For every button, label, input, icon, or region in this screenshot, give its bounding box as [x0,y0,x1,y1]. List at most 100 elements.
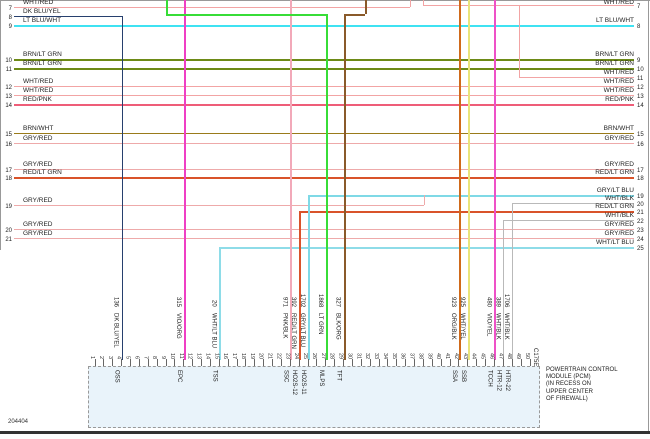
wire-row-gry-red [14,169,634,171]
wire-label-left: LT BLU/WHT [23,17,62,24]
pin-number-right: 23 [637,228,644,234]
wire-color-code: ORG/BLK [449,313,456,340]
connector-pin-tick [174,359,176,366]
connector-pin-number: 1 [89,355,95,359]
wire-label-right: WHT/RED [603,78,634,85]
pin-number-right: 15 [637,132,644,138]
pin-signal-label: HO2S-12 [291,370,298,396]
connector-pin-number: 4 [115,355,122,359]
wire-color-code: WHT/BLK [503,313,510,340]
wire-segment-wht-red [410,0,412,7]
connector-pin-tick [94,359,96,366]
pin-signal-label: EPC [175,370,182,383]
pin-number-right: 18 [637,176,644,182]
wire-label-left: BRN/LT GRN [23,51,62,58]
connector-pin-tick [325,359,327,366]
connector-pin-number: 48 [506,352,513,359]
connector-pin-number: 10 [168,352,175,359]
pin-number-left: 18 [5,176,12,182]
pin-number-right: 24 [637,237,644,243]
wire-segment-wht-yel [468,0,470,360]
wire-label-left: WHT/RED [23,87,54,94]
connector-pin-number: 31 [355,352,362,359]
wire-color-code: WHT/YEL [458,313,465,340]
pin-number-right: 19 [637,194,644,200]
connector-pin-tick [218,359,220,366]
pin-number-right: 7 [637,4,641,10]
connector-pin-tick [130,359,131,366]
connector-pin-tick [511,359,513,366]
connector-pin-tick [272,359,274,366]
connector-pin-number: 6 [133,355,140,359]
connector-pin-tick [396,359,398,366]
connector-pin-tick [192,359,194,366]
connector-pin-number: 43 [461,352,468,359]
connector-pin-number: 18 [239,352,246,359]
wire-label-left: GRY/RED [23,221,53,228]
connector-pin-number: 29 [337,352,344,359]
wire-row-brn-lt-grn [14,59,634,61]
pcm-module-note: POWERTRAIN CONTROL MODULE (PCM) (IN RECESS… [546,367,646,403]
wire-row-wht-red [423,5,634,7]
connector-pin-number: 15 [213,352,220,359]
connector-pin-number: 5 [124,355,131,359]
connector-pin-number: 35 [390,352,397,359]
wire-segment-wht-blk [503,220,505,360]
connector-pin-tick [121,359,123,366]
pin-number-left: 21 [5,237,12,243]
connector-pin-tick [414,359,416,366]
wire-label-right: BRN/LT GRN [595,51,634,58]
connector-pin-tick [254,359,256,366]
connector-pin-tick [183,359,185,366]
connector-pin-tick [520,359,522,366]
connector-pin-number: 34 [381,352,388,359]
connector-pin-number: 38 [417,352,424,359]
connector-pin-tick [138,359,140,366]
pin-signal-label: SSB [459,370,466,383]
connector-pin-number: 26 [310,352,317,359]
connector-pin-tick [422,359,424,366]
pin-number-left: 15 [5,132,12,138]
connector-pin-tick [334,359,336,366]
wire-row-brn-lt-grn [14,68,634,70]
pin-number-left: 20 [5,228,12,234]
pin-signal-label: TFT [335,370,342,381]
wire-segment-blk-org [344,14,346,360]
connector-pin-number: 17 [231,352,238,359]
wire-row-red-lt-grn [299,211,634,213]
connector-pin-tick [502,359,504,366]
wire-label-left: GRY/RED [23,197,53,204]
pin-signal-label: SSC [282,370,289,383]
wire-row-gry-red [14,143,634,145]
connector-pin-tick [449,359,451,366]
connector-pin-number: 25 [302,352,309,359]
pin-number-right: 13 [637,94,644,100]
pin-number-right: 12 [637,85,644,91]
circuit-number: 315 [174,296,181,307]
circuit-number: 925 [458,296,465,307]
connector-pin-tick [112,359,114,366]
wire-label-right: BRN/LT GRN [595,60,634,67]
connector-pin-number: 24 [293,352,300,359]
connector-id-label: C175E [532,347,538,366]
connector-pin-number: 49 [515,352,522,359]
pin-signal-label: TCCH [486,370,493,387]
wire-label-right: RED/LT GRN [595,203,634,210]
wire-label-left: DK BLU/YEL [23,8,61,15]
wire-label-left: RED/LT GRN [23,169,62,176]
circuit-number: 923 [449,296,456,307]
pin-signal-label: HTR-12 [495,370,502,392]
wire-segment-dk-blu-yel [122,16,124,360]
wire-label-right: WHT/RED [603,0,634,6]
wire-color-code: WHT/LT BLU [210,313,217,349]
connector-pin-tick [227,359,229,366]
pin-number-left: 10 [5,58,12,64]
wire-color-code: GRY/LT BLU [299,313,306,348]
wire-segment-vio-yel [494,0,496,360]
connector-pin-number: 16 [222,352,229,359]
connector-pin-tick [343,359,345,366]
wire-segment-lt-grn [166,14,326,16]
wire-label-right: GRY/RED [604,230,635,237]
pin-number-right: 25 [637,246,644,252]
